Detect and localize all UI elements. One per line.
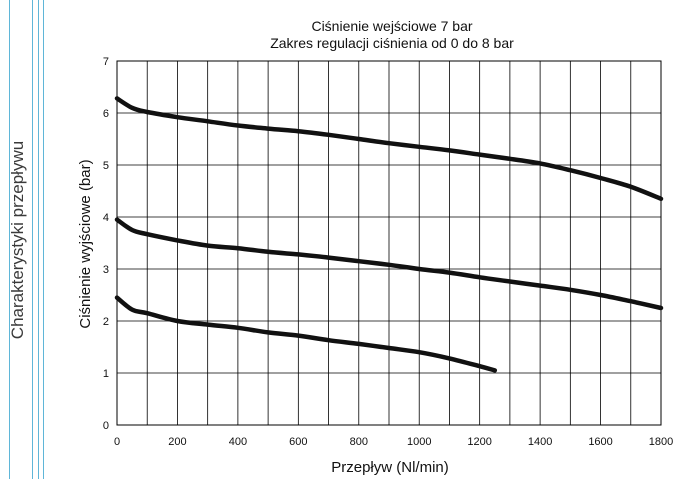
tick-labels: 0 200 400 600 800 1000 1200 1400 1600 1800 0 1 2 3 4 5 6…: [103, 56, 673, 448]
series-line: [114, 217, 664, 311]
x-tick-label: 400: [229, 436, 247, 448]
margin-rule: [38, 0, 39, 479]
y-tick-label: 6: [103, 108, 109, 120]
series-line: [114, 96, 664, 202]
x-tick-label: 800: [350, 436, 368, 448]
x-axis-label: Przepływ (Nl/min): [331, 459, 449, 476]
y-tick-label: 2: [103, 316, 109, 328]
y-tick-label: 1: [103, 368, 109, 380]
margin-rule: [32, 0, 33, 479]
x-tick-label: 1800: [649, 436, 673, 448]
x-tick-label: 600: [289, 436, 307, 448]
y-tick-label: 4: [103, 212, 109, 224]
series-line: [114, 295, 498, 373]
plot-frame: [116, 60, 662, 426]
chart-title: Ciśnienie wejściowe 7 bar: [311, 18, 472, 34]
x-tick-label: 1600: [588, 436, 612, 448]
y-tick-label: 0: [103, 420, 109, 432]
margin-rule: [43, 0, 44, 479]
x-tick-label: 1200: [467, 436, 491, 448]
grid: [116, 60, 662, 426]
y-tick-label: 3: [103, 264, 109, 276]
x-tick-label: 0: [114, 436, 120, 448]
x-tick-label: 1000: [407, 436, 431, 448]
x-tick-label: 200: [168, 436, 186, 448]
y-tick-label: 7: [103, 56, 109, 68]
y-tick-label: 5: [103, 160, 109, 172]
y-axis-label: Ciśnienie wyjściowe (bar): [77, 159, 94, 328]
chart-subtitle: Zakres regulacji ciśnienia od 0 do 8 bar: [270, 35, 514, 51]
margin-rule: [9, 0, 10, 479]
x-tick-label: 1400: [528, 436, 552, 448]
series-layer: [114, 96, 664, 373]
